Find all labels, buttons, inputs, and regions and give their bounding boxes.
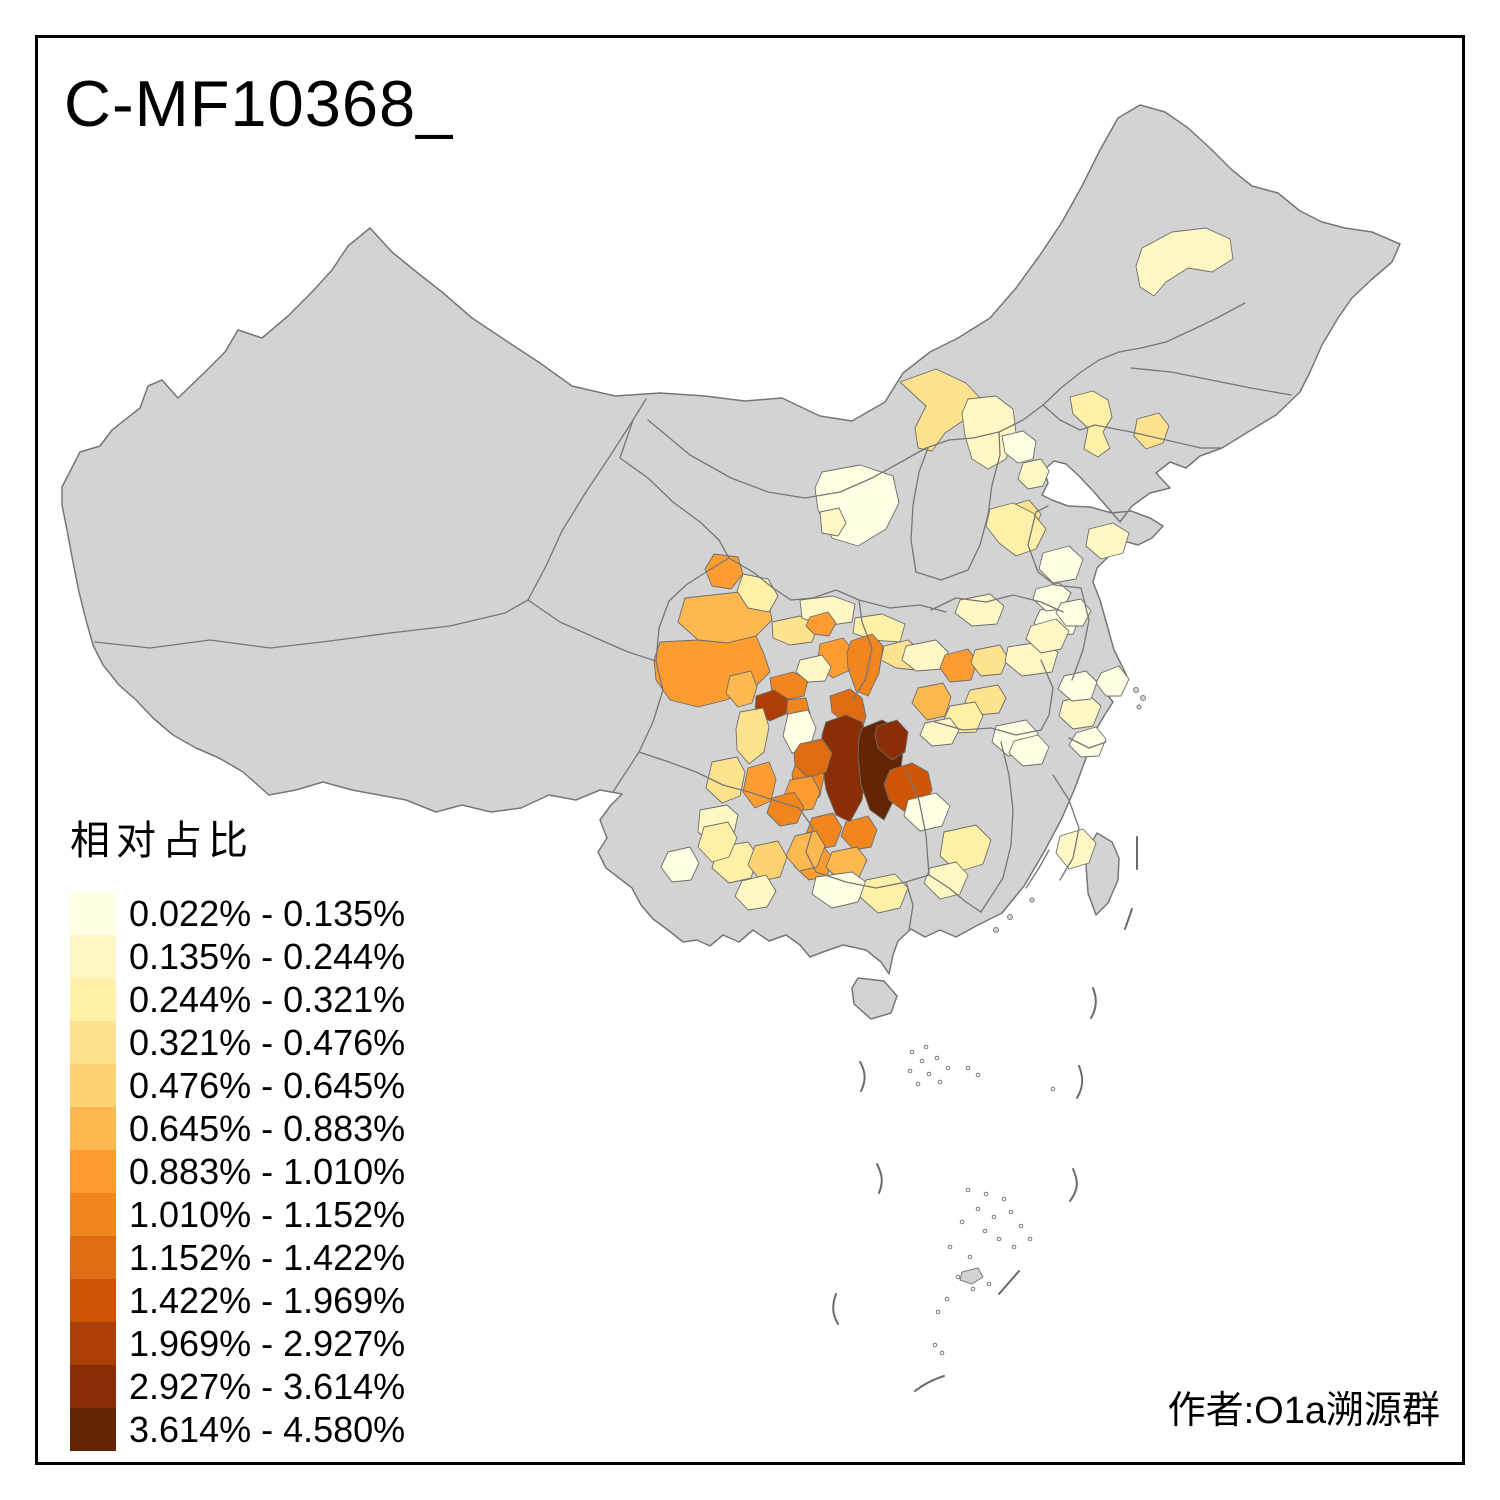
legend-row: 3.614% - 4.580% — [70, 1408, 405, 1451]
prefecture-region — [911, 682, 952, 721]
legend-swatch — [70, 978, 116, 1021]
prefecture-region — [1025, 618, 1070, 654]
prefecture-region — [1135, 227, 1234, 297]
legend-row: 0.476% - 0.645% — [70, 1064, 405, 1107]
prefecture-region — [1017, 458, 1050, 490]
legend-row: 0.321% - 0.476% — [70, 1021, 405, 1064]
legend-swatch — [70, 1408, 116, 1451]
prefecture-region — [819, 507, 847, 537]
prefecture-region — [735, 707, 770, 765]
south-china-sea-islands — [907, 1044, 1056, 1356]
prefecture-region — [874, 719, 909, 761]
legend-label: 1.010% - 1.152% — [129, 1193, 406, 1235]
prefecture-region — [697, 821, 738, 863]
legend-row: 1.969% - 2.927% — [70, 1322, 405, 1365]
attribution: 作者:O1a溯源群 — [1167, 1390, 1440, 1432]
legend-label: 0.645% - 0.883% — [129, 1107, 406, 1149]
prefecture-region — [1001, 430, 1037, 464]
legend-label: 1.152% - 1.422% — [129, 1236, 406, 1278]
prefecture-region — [903, 792, 951, 832]
legend-label: 1.969% - 2.927% — [129, 1322, 406, 1364]
prefecture-region — [1055, 828, 1097, 870]
legend-label: 0.476% - 0.645% — [129, 1064, 406, 1106]
legend-swatch — [70, 935, 116, 978]
prefecture-region — [939, 824, 992, 873]
legend: 相对占比 0.022% - 0.135% 0.135% - 0.244% 0.244… — [70, 808, 405, 1451]
prefecture-region — [734, 874, 777, 911]
legend-row: 1.422% - 1.969% — [70, 1279, 405, 1322]
legend-label: 3.614% - 4.580% — [129, 1408, 406, 1450]
coastal-islands — [993, 687, 1146, 933]
prefecture-region — [923, 861, 969, 900]
prefecture-region — [805, 611, 837, 637]
legend-swatch — [70, 1107, 116, 1150]
prefecture-region — [840, 815, 878, 851]
legend-row: 1.010% - 1.152% — [70, 1193, 405, 1236]
legend-swatch — [70, 1021, 116, 1064]
prefecture-region — [705, 756, 746, 804]
legend-swatch — [70, 1193, 116, 1236]
legend-label: 0.883% - 1.010% — [129, 1150, 406, 1192]
province-borders — [94, 302, 1292, 931]
prefecture-region — [1038, 545, 1084, 584]
legend-swatch — [70, 1064, 116, 1107]
legend-swatch — [70, 1365, 116, 1408]
legend-row: 1.152% - 1.422% — [70, 1236, 405, 1279]
prefecture-region — [919, 717, 960, 747]
prefecture-region — [1008, 734, 1050, 767]
legend-label: 0.244% - 0.321% — [129, 978, 406, 1020]
legend-label: 1.422% - 1.969% — [129, 1279, 406, 1321]
legend-items: 0.022% - 0.135% 0.135% - 0.244% 0.244% - 0… — [70, 892, 405, 1451]
prefecture-region — [1069, 390, 1113, 458]
prefecture-region — [1068, 726, 1107, 758]
legend-row: 0.135% - 0.244% — [70, 935, 405, 978]
prefecture-region — [1133, 412, 1170, 450]
prefecture-region — [704, 553, 744, 590]
legend-label: 0.022% - 0.135% — [129, 892, 406, 934]
legend-label: 2.927% - 3.614% — [129, 1365, 406, 1407]
prefecture-region — [793, 738, 833, 779]
legend-row: 0.244% - 0.321% — [70, 978, 405, 1021]
china-mainland-shape — [61, 104, 1401, 975]
prefecture-region — [1055, 598, 1092, 627]
hainan-island — [851, 977, 898, 1020]
prefecture-region — [970, 644, 1009, 677]
prefecture-region — [939, 648, 978, 683]
legend-row: 2.927% - 3.614% — [70, 1365, 405, 1408]
prefecture-region — [954, 593, 1005, 627]
legend-title: 相对占比 — [70, 819, 254, 863]
prefecture-region — [1085, 522, 1130, 560]
national-outline — [61, 104, 1401, 1020]
prefecture-region — [747, 840, 788, 882]
legend-row: 0.883% - 1.010% — [70, 1150, 405, 1193]
legend-swatch — [70, 1322, 116, 1365]
prefecture-region — [771, 615, 819, 646]
prefecture-region — [985, 502, 1047, 557]
nine-dash-line — [832, 836, 1138, 1392]
sea-islet — [959, 1267, 984, 1285]
prefecture-region — [725, 670, 758, 708]
prefecture-regions — [653, 227, 1234, 914]
legend-row: 0.645% - 0.883% — [70, 1107, 405, 1150]
prefecture-region — [795, 654, 832, 683]
prefecture-region — [660, 846, 700, 883]
legend-row: 0.022% - 0.135% — [70, 892, 405, 935]
legend-label: 0.135% - 0.244% — [129, 935, 406, 977]
legend-swatch — [70, 1279, 116, 1322]
prefecture-region — [899, 368, 982, 452]
prefecture-region — [811, 871, 867, 909]
legend-swatch — [70, 1236, 116, 1279]
legend-swatch — [70, 892, 116, 935]
page-title: C-MF10368_ — [64, 67, 454, 140]
prefecture-region — [1057, 670, 1098, 702]
prefecture-region — [846, 633, 884, 697]
legend-label: 0.321% - 0.476% — [129, 1021, 406, 1063]
legend-swatch — [70, 1150, 116, 1193]
